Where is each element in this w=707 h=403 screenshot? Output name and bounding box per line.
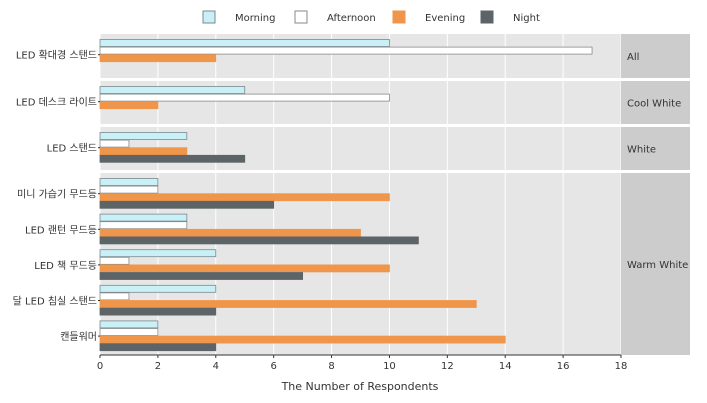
bar-night: [99, 236, 419, 245]
facet-strip: [621, 127, 690, 170]
category-label: 달 LED 침실 스탠드: [13, 296, 97, 308]
x-tick-label: 4: [213, 361, 219, 372]
category-label: LED 스탠드: [47, 143, 97, 155]
facet-strip: [621, 173, 690, 355]
x-tick-label: 6: [270, 361, 276, 372]
x-tick-label: 8: [328, 361, 334, 372]
legend-swatch-night: [480, 10, 494, 24]
bar-evening: [99, 335, 506, 344]
bar-evening: [99, 147, 188, 156]
legend-swatch-evening: [392, 10, 406, 24]
legend: Morning Afternoon Evening Night: [202, 10, 540, 24]
bar-morning: [99, 39, 390, 47]
x-tick-label: 0: [97, 361, 103, 372]
bar-evening: [99, 54, 217, 63]
bar-morning: [99, 320, 159, 329]
category-label: LED 확대경 스탠드: [16, 49, 97, 62]
bar-night: [99, 307, 217, 316]
facet-label: All: [627, 52, 639, 63]
bar-morning: [99, 249, 217, 258]
facet-label: Cool White: [627, 99, 681, 110]
legend-label-afternoon: Afternoon: [327, 13, 376, 24]
bar-morning: [99, 178, 159, 186]
bar-morning: [99, 213, 188, 222]
bar-afternoon: [99, 328, 159, 336]
x-axis: 0 2 4 6 8 10 12 14 16 18: [97, 354, 628, 372]
bar-afternoon: [99, 256, 130, 265]
category-label: LED 랜턴 무드등: [25, 224, 97, 236]
x-axis-title: The Number of Respondents: [281, 380, 439, 393]
x-tick-label: 10: [383, 361, 396, 372]
x-tick-label: 14: [499, 361, 512, 372]
facet-strip: [621, 81, 690, 124]
category-label: 캔들워머: [60, 330, 97, 343]
facet-label: Warm White: [627, 260, 688, 271]
bar-night: [99, 200, 275, 209]
x-tick-label: 18: [615, 361, 628, 372]
bar-morning: [99, 86, 246, 94]
category-label: LED 데스크 라이트: [16, 97, 97, 109]
legend-label-night: Night: [513, 13, 540, 24]
bar-afternoon: [99, 46, 593, 55]
legend-swatch-morning: [202, 10, 216, 24]
bar-evening: [99, 101, 159, 110]
x-tick-label: 16: [557, 361, 570, 372]
facet-strip: [621, 34, 690, 78]
bars: [99, 39, 593, 352]
x-tick-label: 12: [441, 361, 454, 372]
bar-evening: [99, 264, 390, 273]
bar-afternoon: [99, 221, 188, 230]
legend-label-morning: Morning: [235, 13, 275, 24]
category-label: LED 책 무드등: [34, 260, 97, 272]
x-tick-label: 2: [155, 361, 161, 372]
category-label: 미니 가습기 무드등: [17, 189, 97, 201]
bar-afternoon: [99, 139, 130, 148]
bar-evening: [99, 228, 361, 237]
legend-label-evening: Evening: [425, 13, 465, 24]
bar-afternoon: [99, 93, 390, 102]
bar-afternoon: [99, 292, 130, 301]
bar-afternoon: [99, 185, 159, 194]
bar-night: [99, 154, 246, 163]
facet-label: White: [627, 145, 656, 156]
legend-swatch-afternoon: [294, 10, 308, 24]
bar-night: [99, 272, 304, 280]
bar-night: [99, 343, 217, 352]
bar-morning: [99, 132, 188, 140]
bar-evening: [99, 300, 477, 308]
bar-morning: [99, 284, 217, 293]
bar-evening: [99, 193, 390, 202]
